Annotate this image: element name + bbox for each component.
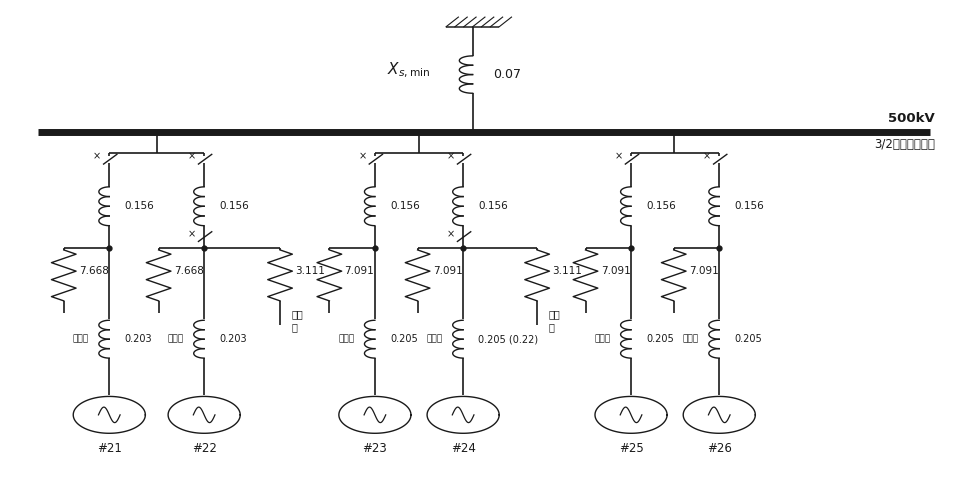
Text: 励磁变: 励磁变 <box>73 335 89 344</box>
Text: ×: × <box>358 152 367 162</box>
Text: 3.111: 3.111 <box>553 265 582 276</box>
Text: 7.091: 7.091 <box>433 265 463 276</box>
Text: 励磁变: 励磁变 <box>339 335 354 344</box>
Text: 7.668: 7.668 <box>79 265 108 276</box>
Text: 0.203: 0.203 <box>220 334 247 344</box>
Text: 0.156: 0.156 <box>390 201 420 211</box>
Text: 励磁变: 励磁变 <box>167 335 184 344</box>
Text: ×: × <box>447 229 455 239</box>
Text: 高厂
变: 高厂 变 <box>549 309 560 332</box>
Text: #22: #22 <box>192 442 217 455</box>
Text: 0.156: 0.156 <box>478 201 508 211</box>
Text: #26: #26 <box>707 442 732 455</box>
Text: 高厂
变: 高厂 变 <box>291 309 303 332</box>
Text: 7.091: 7.091 <box>345 265 375 276</box>
Text: #25: #25 <box>619 442 644 455</box>
Text: 0.205: 0.205 <box>390 334 418 344</box>
Text: 7.668: 7.668 <box>174 265 203 276</box>
Text: ×: × <box>447 152 455 162</box>
Text: 3.111: 3.111 <box>295 265 325 276</box>
Text: #21: #21 <box>97 442 122 455</box>
Text: ×: × <box>93 152 101 162</box>
Text: 3/2毛线接线方式: 3/2毛线接线方式 <box>874 138 934 151</box>
Text: 0.156: 0.156 <box>220 201 249 211</box>
Text: ×: × <box>703 152 711 162</box>
Text: 500kV: 500kV <box>888 112 934 125</box>
Text: 励磁变: 励磁变 <box>594 335 611 344</box>
Text: 0.156: 0.156 <box>735 201 764 211</box>
Text: #23: #23 <box>363 442 387 455</box>
Text: 7.091: 7.091 <box>689 265 718 276</box>
Text: 0.205 (0.22): 0.205 (0.22) <box>478 334 538 344</box>
Text: 励磁变: 励磁变 <box>427 335 442 344</box>
Text: ×: × <box>188 152 196 162</box>
Text: 0.203: 0.203 <box>125 334 152 344</box>
Text: 0.205: 0.205 <box>735 334 762 344</box>
Text: ×: × <box>615 152 622 162</box>
Text: ×: × <box>188 229 196 239</box>
Text: 0.156: 0.156 <box>647 201 676 211</box>
Text: 7.091: 7.091 <box>601 265 630 276</box>
Text: 0.156: 0.156 <box>125 201 154 211</box>
Text: 励磁变: 励磁变 <box>682 335 699 344</box>
Text: 0.07: 0.07 <box>494 68 522 81</box>
Text: $\mathit{X}_{s,\mathrm{min}}$: $\mathit{X}_{s,\mathrm{min}}$ <box>386 61 430 80</box>
Text: 0.205: 0.205 <box>647 334 674 344</box>
Text: #24: #24 <box>451 442 475 455</box>
